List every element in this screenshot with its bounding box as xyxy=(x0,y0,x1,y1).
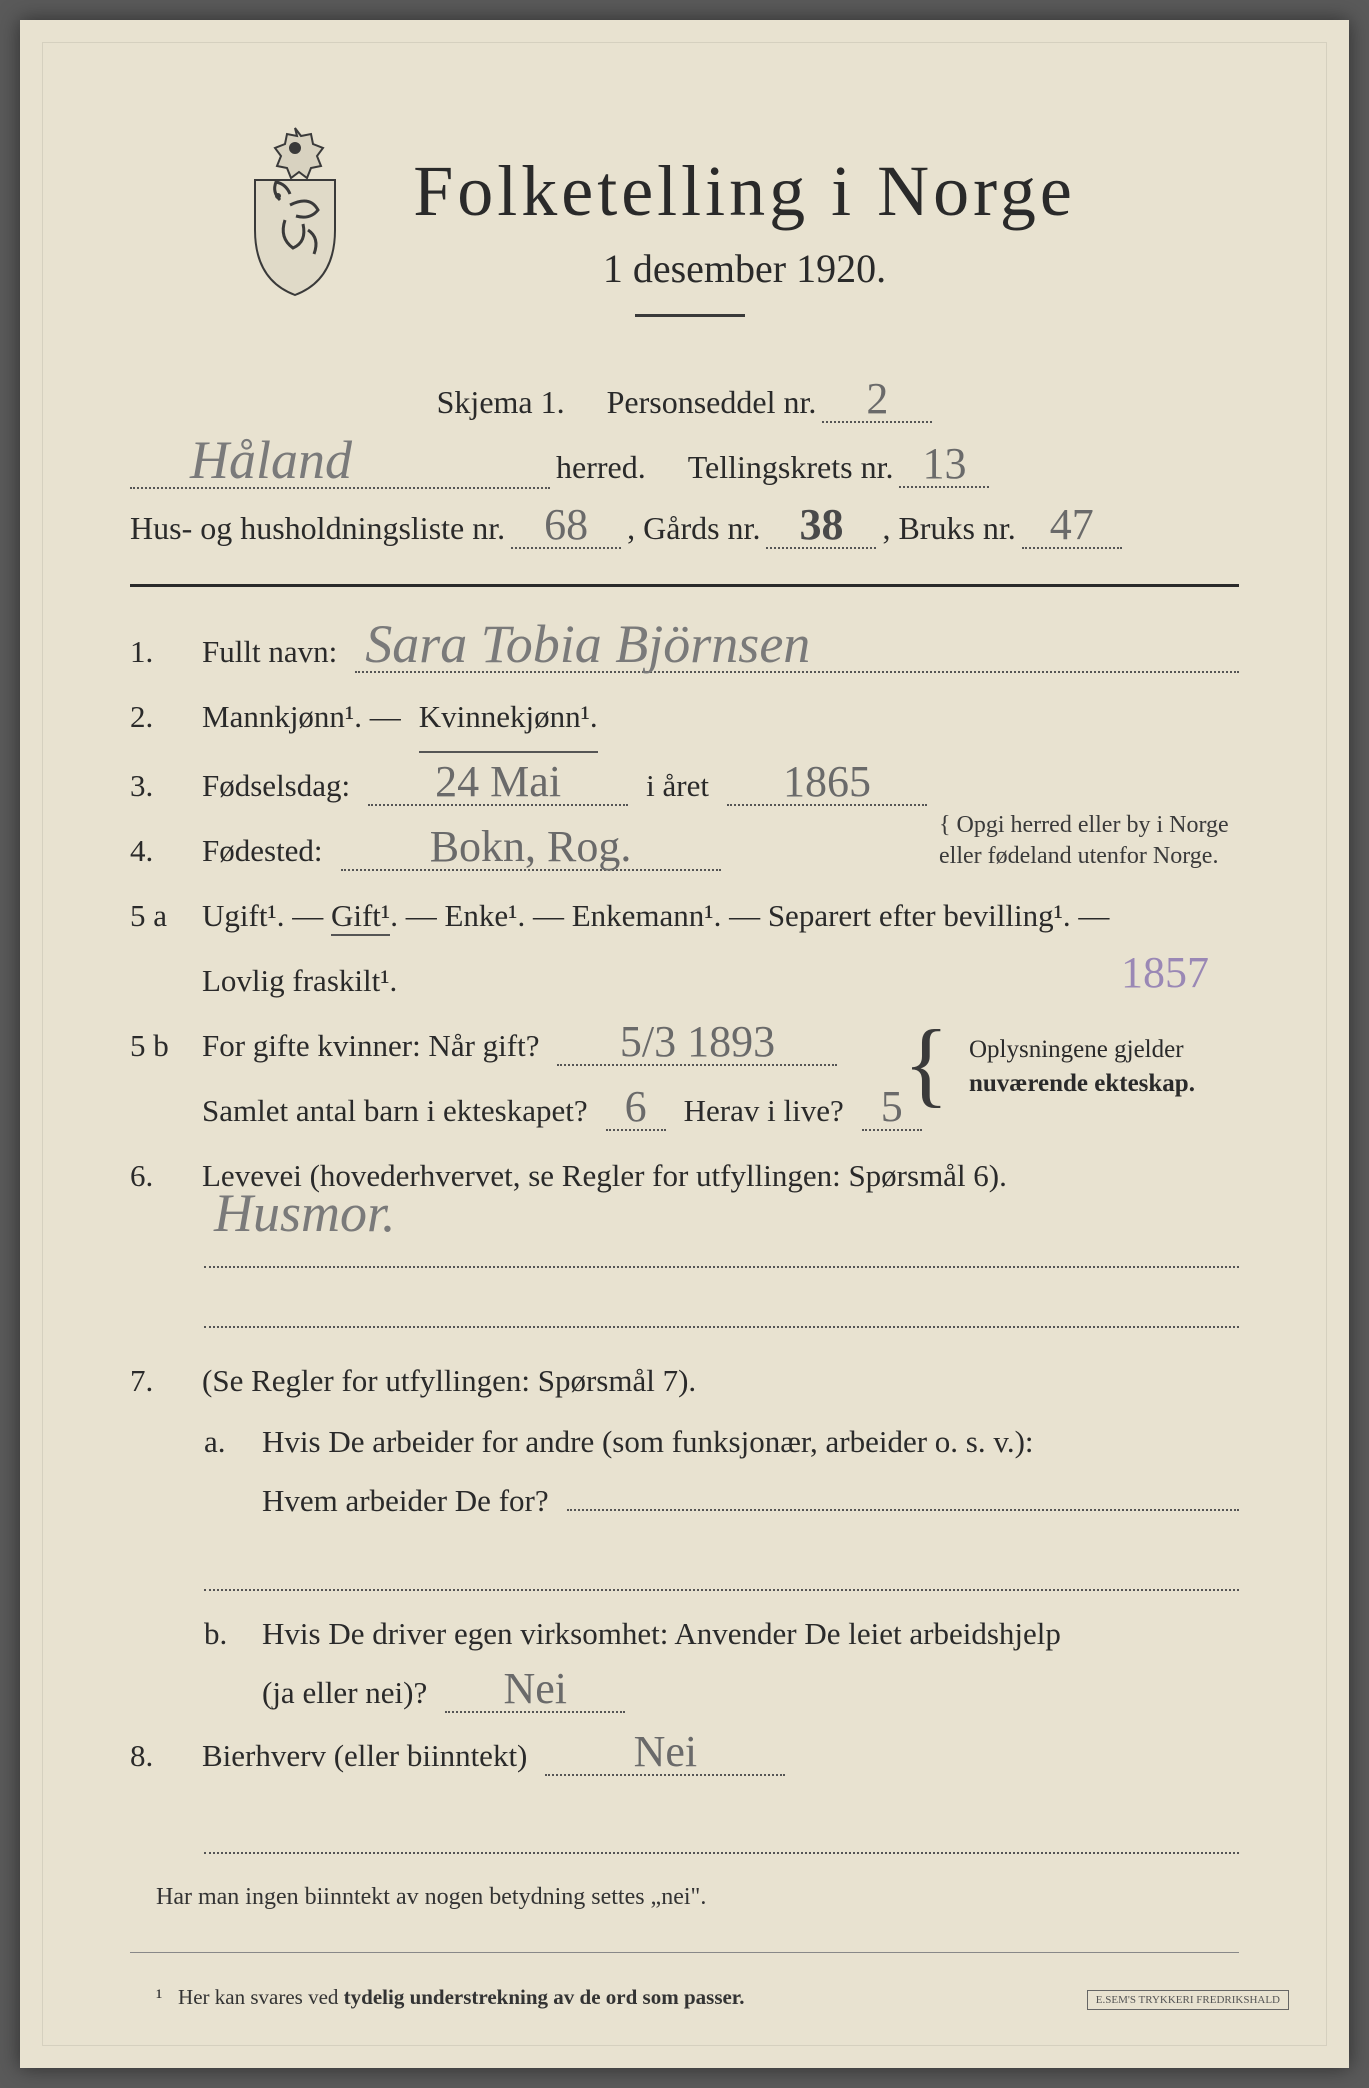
personseddel-nr: 2 xyxy=(822,377,932,423)
q3-num: 3. xyxy=(130,753,184,818)
q8-value: Nei xyxy=(545,1730,785,1776)
husliste-nr: 68 xyxy=(511,503,621,549)
herred-name: Håland xyxy=(130,433,550,489)
q6-value-line: Husmor. xyxy=(204,1222,1239,1268)
q5a-cont: Lovlig fraskilt¹. xyxy=(130,948,1239,1013)
herred-label: herred. xyxy=(556,437,646,498)
questions: 1. Fullt navn: Sara Tobia Björnsen 2. Ma… xyxy=(130,617,1239,2019)
q5b-num: 5 b xyxy=(130,1013,184,1078)
q1-label: Fullt navn: xyxy=(202,619,337,684)
q2: 2. Mannkjønn¹. — Kvinnekjønn¹. xyxy=(130,684,1239,752)
q7b-text1: Hvis De driver egen virksomhet: Anvender… xyxy=(262,1605,1061,1664)
q5b-gift: 5/3 1893 xyxy=(557,1020,837,1066)
q5b-note: Oplysningene gjelder nuværende ekteskap. xyxy=(969,1033,1239,1101)
q8-label: Bierhverv (eller biinntekt) xyxy=(202,1723,527,1788)
q5b-label-a: For gifte kvinner: Når gift? xyxy=(202,1013,539,1078)
q5b-barn: 6 xyxy=(606,1085,666,1131)
gards-label: , Gårds nr. xyxy=(627,498,760,559)
q4: 4. Fødested: Bokn, Rog. { Opgi herred el… xyxy=(130,818,1239,883)
footnote-1: Har man ingen biinntekt av nogen betydni… xyxy=(156,1872,1239,1922)
bruks-label: , Bruks nr. xyxy=(882,498,1015,559)
q1: 1. Fullt navn: Sara Tobia Björnsen xyxy=(130,617,1239,684)
q4-label: Fødested: xyxy=(202,818,323,883)
q3-label-a: Fødselsdag: xyxy=(202,753,350,818)
q7b-text2: (ja eller nei)? xyxy=(262,1664,427,1723)
q5b-block: 5 b For gifte kvinner: Når gift? 5/3 189… xyxy=(130,1013,1239,1143)
brace-icon: { xyxy=(903,1021,949,1107)
q5a-text2: Lovlig fraskilt¹. xyxy=(202,948,397,1013)
document-page: Folketelling i Norge 1 desember 1920. Sk… xyxy=(20,20,1349,2068)
q5b-label-b: Samlet antal barn i ekteskapet? xyxy=(202,1078,588,1143)
q3-label-b: i året xyxy=(646,753,709,818)
divider-1 xyxy=(130,584,1239,587)
meta-line-1: Skjema 1. Personseddel nr. 2 xyxy=(130,372,1239,433)
q4-value: Bokn, Rog. xyxy=(341,825,721,871)
gards-nr: 38 xyxy=(766,503,876,549)
q3-day: 24 Mai xyxy=(368,760,628,806)
q8: 8. Bierhverv (eller biinntekt) Nei xyxy=(130,1723,1239,1788)
q7b-value: Nei xyxy=(445,1667,625,1713)
q4-note: { Opgi herred eller by i Norge eller fød… xyxy=(939,810,1239,872)
personseddel-label: Personseddel nr. xyxy=(607,372,817,433)
meta-block: Skjema 1. Personseddel nr. 2 Håland herr… xyxy=(130,372,1239,558)
q7-label: (Se Regler for utfyllingen: Spørsmål 7). xyxy=(202,1348,696,1413)
skjema-label: Skjema 1. xyxy=(437,372,565,433)
husliste-label: Hus- og husholdningsliste nr. xyxy=(130,498,505,559)
tellingskrets-nr: 13 xyxy=(899,442,989,488)
q1-value: Sara Tobia Björnsen xyxy=(355,617,1239,673)
q7a-blank-line xyxy=(204,1545,1239,1591)
title-rule xyxy=(635,314,745,317)
document-subtitle: 1 desember 1920. xyxy=(250,245,1239,292)
header: Folketelling i Norge 1 desember 1920. xyxy=(130,150,1239,317)
q2-label-b: Kvinnekjønn¹. xyxy=(419,684,598,752)
coat-of-arms-icon xyxy=(230,120,360,305)
bruks-nr: 47 xyxy=(1022,503,1122,549)
q4-num: 4. xyxy=(130,818,184,883)
q7a: a. Hvis De arbeider for andre (som funks… xyxy=(204,1413,1239,1531)
q2-label-a: Mannkjønn¹. — xyxy=(202,684,401,749)
q6-value: Husmor. xyxy=(214,1157,396,1270)
q7b: b. Hvis De driver egen virksomhet: Anven… xyxy=(204,1605,1239,1723)
footnote-2: ¹ Her kan svares ved tydelig understrekn… xyxy=(156,1975,1239,2019)
q6-num: 6. xyxy=(130,1143,184,1208)
tellingskrets-label: Tellingskrets nr. xyxy=(688,437,894,498)
q5a: 5 a Ugift¹. — Gift¹. — Enke¹. — Enkemann… xyxy=(130,883,1239,948)
q8-num: 8. xyxy=(130,1723,184,1788)
q5b-label-c: Herav i live? xyxy=(684,1078,844,1143)
q3: 3. Fødselsdag: 24 Mai i året 1865 xyxy=(130,753,1239,818)
q3-year: 1865 xyxy=(727,760,927,806)
q8-blank-line xyxy=(204,1808,1239,1854)
meta-line-2: Håland herred. Tellingskrets nr. 13 xyxy=(130,433,1239,498)
q5a-text: Ugift¹. — Gift¹. — Enke¹. — Enkemann¹. —… xyxy=(202,883,1109,948)
q7: 7. (Se Regler for utfyllingen: Spørsmål … xyxy=(130,1348,1239,1413)
footnote-rule xyxy=(130,1952,1239,1953)
document-title: Folketelling i Norge xyxy=(250,150,1239,233)
q7a-label: a. xyxy=(204,1413,244,1472)
q7a-text1: Hvis De arbeider for andre (som funksjon… xyxy=(262,1413,1034,1472)
meta-line-3: Hus- og husholdningsliste nr. 68 , Gårds… xyxy=(130,498,1239,559)
q1-num: 1. xyxy=(130,619,184,684)
q5a-num: 5 a xyxy=(130,883,184,948)
q7a-text2: Hvem arbeider De for? xyxy=(262,1472,549,1531)
q7-num: 7. xyxy=(130,1348,184,1413)
q2-num: 2. xyxy=(130,684,184,749)
q6-blank-line xyxy=(204,1282,1239,1328)
q7a-value xyxy=(567,1509,1239,1511)
printer-mark: E.SEM'S TRYKKERI FREDRIKSHALD xyxy=(1087,1990,1289,2010)
q7b-label: b. xyxy=(204,1605,244,1664)
